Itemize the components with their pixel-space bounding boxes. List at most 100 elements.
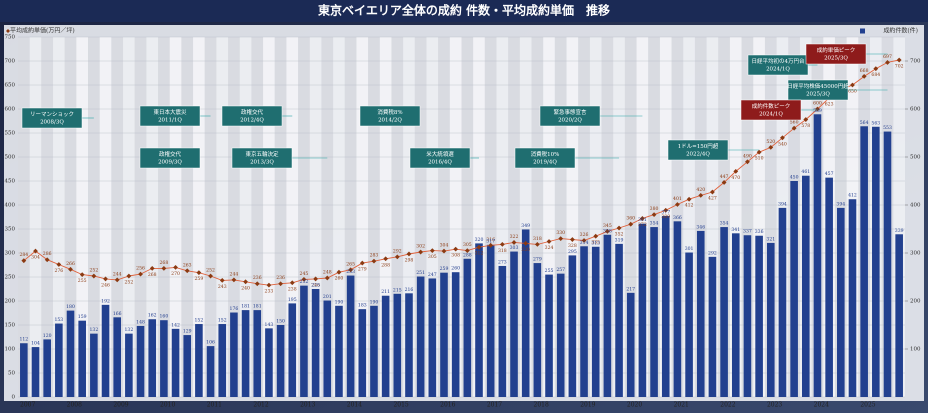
stripe <box>99 37 112 397</box>
bar-value-label: 461 <box>801 169 810 175</box>
marker <box>371 258 377 264</box>
marker <box>511 240 517 245</box>
bar-value-label: 129 <box>183 329 192 335</box>
y-tick-label: 700 <box>5 59 16 65</box>
bar-value-label: 195 <box>288 297 297 303</box>
stripe <box>286 37 299 397</box>
bar <box>895 234 903 397</box>
marker <box>756 149 762 155</box>
bar-value-label: 341 <box>731 227 740 233</box>
bar-value-label: 253 <box>346 269 355 275</box>
annotation-text: リーマンショック <box>30 111 74 118</box>
marker <box>324 275 330 281</box>
marker <box>278 281 283 287</box>
line-value-label: 322 <box>510 234 519 240</box>
bar-value-label: 301 <box>685 246 694 252</box>
line-value-label: 697 <box>883 54 892 60</box>
line-value-label: 345 <box>603 223 612 229</box>
annotation-box <box>139 147 201 169</box>
bar <box>451 272 460 397</box>
bar-value-label: 201 <box>323 294 332 300</box>
line-value-label: 308 <box>451 253 460 259</box>
x-tick-label: 2016 <box>440 402 455 409</box>
annotation-date: 2020/2Q <box>558 118 582 124</box>
annotation-box <box>139 105 201 127</box>
line-value-label: 268 <box>159 260 168 266</box>
line-value-label: 243 <box>218 284 227 290</box>
marker <box>675 202 680 207</box>
bar-value-label: 339 <box>895 228 904 234</box>
marker <box>196 270 202 276</box>
annotation-text: 東日本大震災 <box>153 108 187 116</box>
marker <box>44 257 50 263</box>
x-tick-label: 2021 <box>674 402 689 409</box>
marker <box>289 280 295 286</box>
y-tick-label: 400 <box>5 203 16 209</box>
stripe <box>508 37 520 397</box>
bar <box>416 276 425 397</box>
bar-value-label: 162 <box>148 313 157 319</box>
bar-value-label: 336 <box>755 229 764 235</box>
annotation-date: 2009/3Q <box>158 160 182 166</box>
bar-value-label: 159 <box>78 314 87 320</box>
marker <box>546 239 552 244</box>
line-value-label: 244 <box>230 271 239 277</box>
line-value-label: 427 <box>708 196 717 202</box>
stripe <box>239 37 252 397</box>
bar-value-label: 338 <box>603 228 612 234</box>
stripe <box>146 37 159 397</box>
stripe <box>321 37 334 397</box>
stripe <box>718 37 730 397</box>
marker <box>464 248 470 253</box>
annotation-date: 2011/1Q <box>158 118 182 124</box>
x-tick-label: 2018 <box>534 402 549 409</box>
stripe <box>263 37 275 397</box>
stripe <box>496 37 509 397</box>
bar <box>801 175 810 397</box>
stripe <box>438 37 450 397</box>
marker <box>243 279 248 285</box>
stripe <box>356 37 369 397</box>
bar <box>813 114 822 397</box>
bar-value-label: 295 <box>568 249 577 255</box>
line-value-label: 298 <box>405 257 414 263</box>
line-value-label: 389 <box>661 214 670 220</box>
marker <box>488 242 494 248</box>
line-value-label: 248 <box>323 269 332 275</box>
line-value-label: 668 <box>860 68 869 74</box>
stripe <box>729 37 742 397</box>
line-value-label: 292 <box>393 248 402 254</box>
marker <box>231 277 237 283</box>
marker <box>138 271 143 277</box>
legend-bar: 成約件数(件) <box>883 27 918 35</box>
stripe <box>123 37 135 397</box>
line-value-label: 318 <box>498 248 507 254</box>
bar <box>872 126 880 397</box>
stripe <box>88 37 100 397</box>
marker <box>184 268 190 274</box>
bar-value-label: 211 <box>381 289 390 295</box>
bar <box>521 229 530 397</box>
marker <box>266 282 272 288</box>
marker <box>523 241 529 246</box>
bar-value-label: 349 <box>521 223 530 229</box>
x-tick-label: 2008 <box>67 402 82 409</box>
y-tick-label: 500 <box>5 155 16 161</box>
annotation-text: 消費税8% <box>377 108 402 116</box>
annotation-date: 2024/1Q <box>759 112 783 118</box>
bar-value-label: 181 <box>253 304 262 310</box>
bar-value-label: 279 <box>533 257 542 263</box>
y-tick-label: 750 <box>5 35 16 41</box>
stripe <box>181 37 194 397</box>
bar-value-label: 106 <box>206 340 215 346</box>
line-value-label: 520 <box>766 139 775 145</box>
marker <box>418 249 424 255</box>
marker <box>383 256 389 262</box>
stripe <box>566 37 579 397</box>
line-value-label: 560 <box>790 120 799 126</box>
line-value-label: 447 <box>720 174 729 180</box>
stripe <box>613 37 625 397</box>
y2-tick-label: 300 <box>910 251 921 257</box>
annotation-date: 2016/4Q <box>428 160 452 166</box>
bar <box>510 251 518 397</box>
